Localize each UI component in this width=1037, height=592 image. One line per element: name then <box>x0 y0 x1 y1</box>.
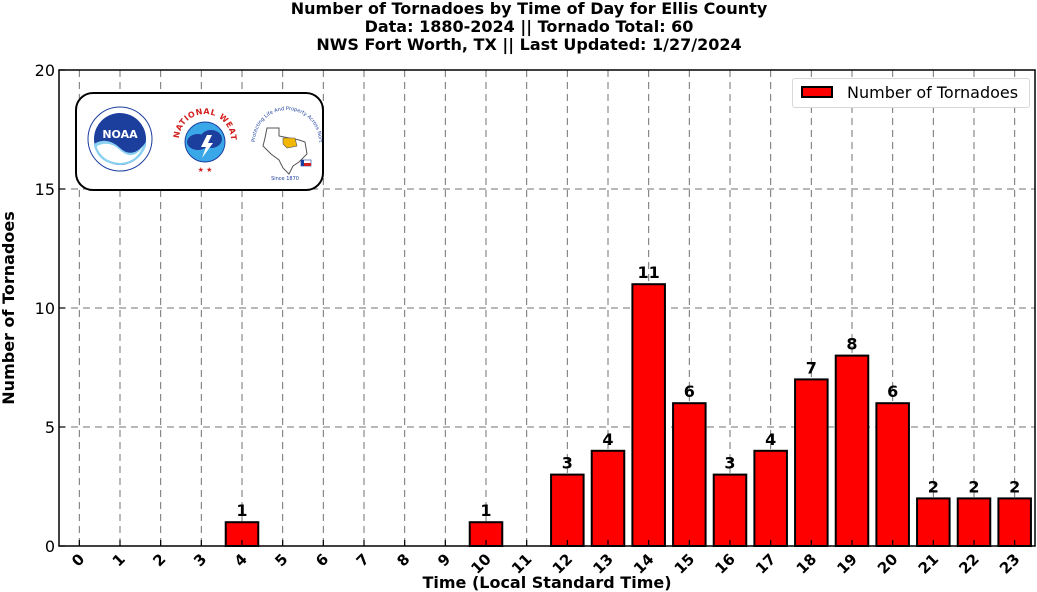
x-tick-label: 19 <box>833 550 860 577</box>
x-tick-label: 20 <box>874 550 901 577</box>
nws-fortworth-logo: Protecting Life And Property Across Nort… <box>249 102 323 182</box>
bar-data-label: 6 <box>684 382 695 401</box>
bar-data-label: 2 <box>928 477 939 496</box>
bar-data-label: 4 <box>602 430 613 449</box>
title-line-3: NWS Fort Worth, TX || Last Updated: 1/27… <box>316 35 742 54</box>
title-line-2: Data: 1880-2024 || Tornado Total: 60 <box>364 17 694 36</box>
x-tick-label: 8 <box>393 550 413 570</box>
y-axis-label: Number of Tornadoes <box>0 211 18 404</box>
bar-data-label: 2 <box>968 477 979 496</box>
bar <box>834 354 870 547</box>
x-axis-label: Time (Local Standard Time) <box>422 573 671 592</box>
legend-swatch <box>801 86 833 98</box>
legend: Number of Tornadoes <box>792 78 1030 108</box>
chart-title: Number of Tornadoes by Time of Day for E… <box>0 0 1037 54</box>
x-tick-label: 7 <box>353 550 373 570</box>
x-tick-label: 4 <box>231 550 251 570</box>
bar-data-label: 1 <box>480 501 491 520</box>
bar <box>875 402 910 548</box>
bar-data-label: 4 <box>765 430 776 449</box>
noaa-logo: NOAA <box>87 106 153 172</box>
legend-label: Number of Tornadoes <box>847 83 1019 102</box>
x-tick-label: 22 <box>955 550 982 577</box>
bar <box>712 473 748 548</box>
bar <box>794 378 829 547</box>
bar-data-label: 1 <box>236 501 247 520</box>
bar <box>753 449 788 547</box>
bar-data-label: 11 <box>638 263 660 282</box>
x-tick-label: 5 <box>271 550 291 570</box>
bar <box>997 497 1032 547</box>
fortworth-logo-text: Protecting Life And Property Across Nort… <box>249 102 323 142</box>
x-tick-label: 1 <box>109 550 129 570</box>
bar-data-label: 8 <box>846 335 857 354</box>
noaa-logo-text: NOAA <box>102 128 138 141</box>
fortworth-since-text: Since 1870 <box>271 176 299 182</box>
x-tick-label: 2 <box>149 550 169 570</box>
x-tick-label: 9 <box>434 550 454 570</box>
x-tick-label: 21 <box>915 550 942 577</box>
bar <box>590 449 626 547</box>
logo-panel: NOAA NATIONAL WEATHER SERVICE ★ ★ Protec… <box>75 92 324 191</box>
x-tick-label: 15 <box>671 550 698 577</box>
y-tick-label: 0 <box>45 537 55 556</box>
x-tick-label: 16 <box>711 550 738 577</box>
x-tick-label: 3 <box>190 550 210 570</box>
y-tick-label: 15 <box>35 180 55 199</box>
bar-data-label: 3 <box>562 454 573 473</box>
bar <box>631 283 666 547</box>
svg-text:Protecting Life And Property A: Protecting Life And Property Across Nort… <box>249 102 323 142</box>
bar <box>672 402 707 548</box>
y-tick-label: 10 <box>35 299 55 318</box>
x-tick-label: 17 <box>752 550 779 577</box>
bar <box>956 497 992 547</box>
x-tick-label: 6 <box>312 550 332 570</box>
bar-data-label: 6 <box>887 382 898 401</box>
y-tick-label: 5 <box>45 418 55 437</box>
bar <box>916 497 951 547</box>
bar-data-label: 2 <box>1009 477 1020 496</box>
nws-logo: NATIONAL WEATHER SERVICE ★ ★ <box>167 102 238 174</box>
bar-data-label: 7 <box>806 358 817 377</box>
svg-text:★ ★: ★ ★ <box>198 166 213 174</box>
x-tick-label: 0 <box>68 550 88 570</box>
x-tick-label: 23 <box>996 550 1023 577</box>
y-tick-label: 20 <box>35 61 55 80</box>
bar <box>550 473 585 548</box>
title-line-1: Number of Tornadoes by Time of Day for E… <box>290 0 768 18</box>
x-tick-label: 18 <box>793 550 820 577</box>
bar-data-label: 3 <box>724 454 735 473</box>
